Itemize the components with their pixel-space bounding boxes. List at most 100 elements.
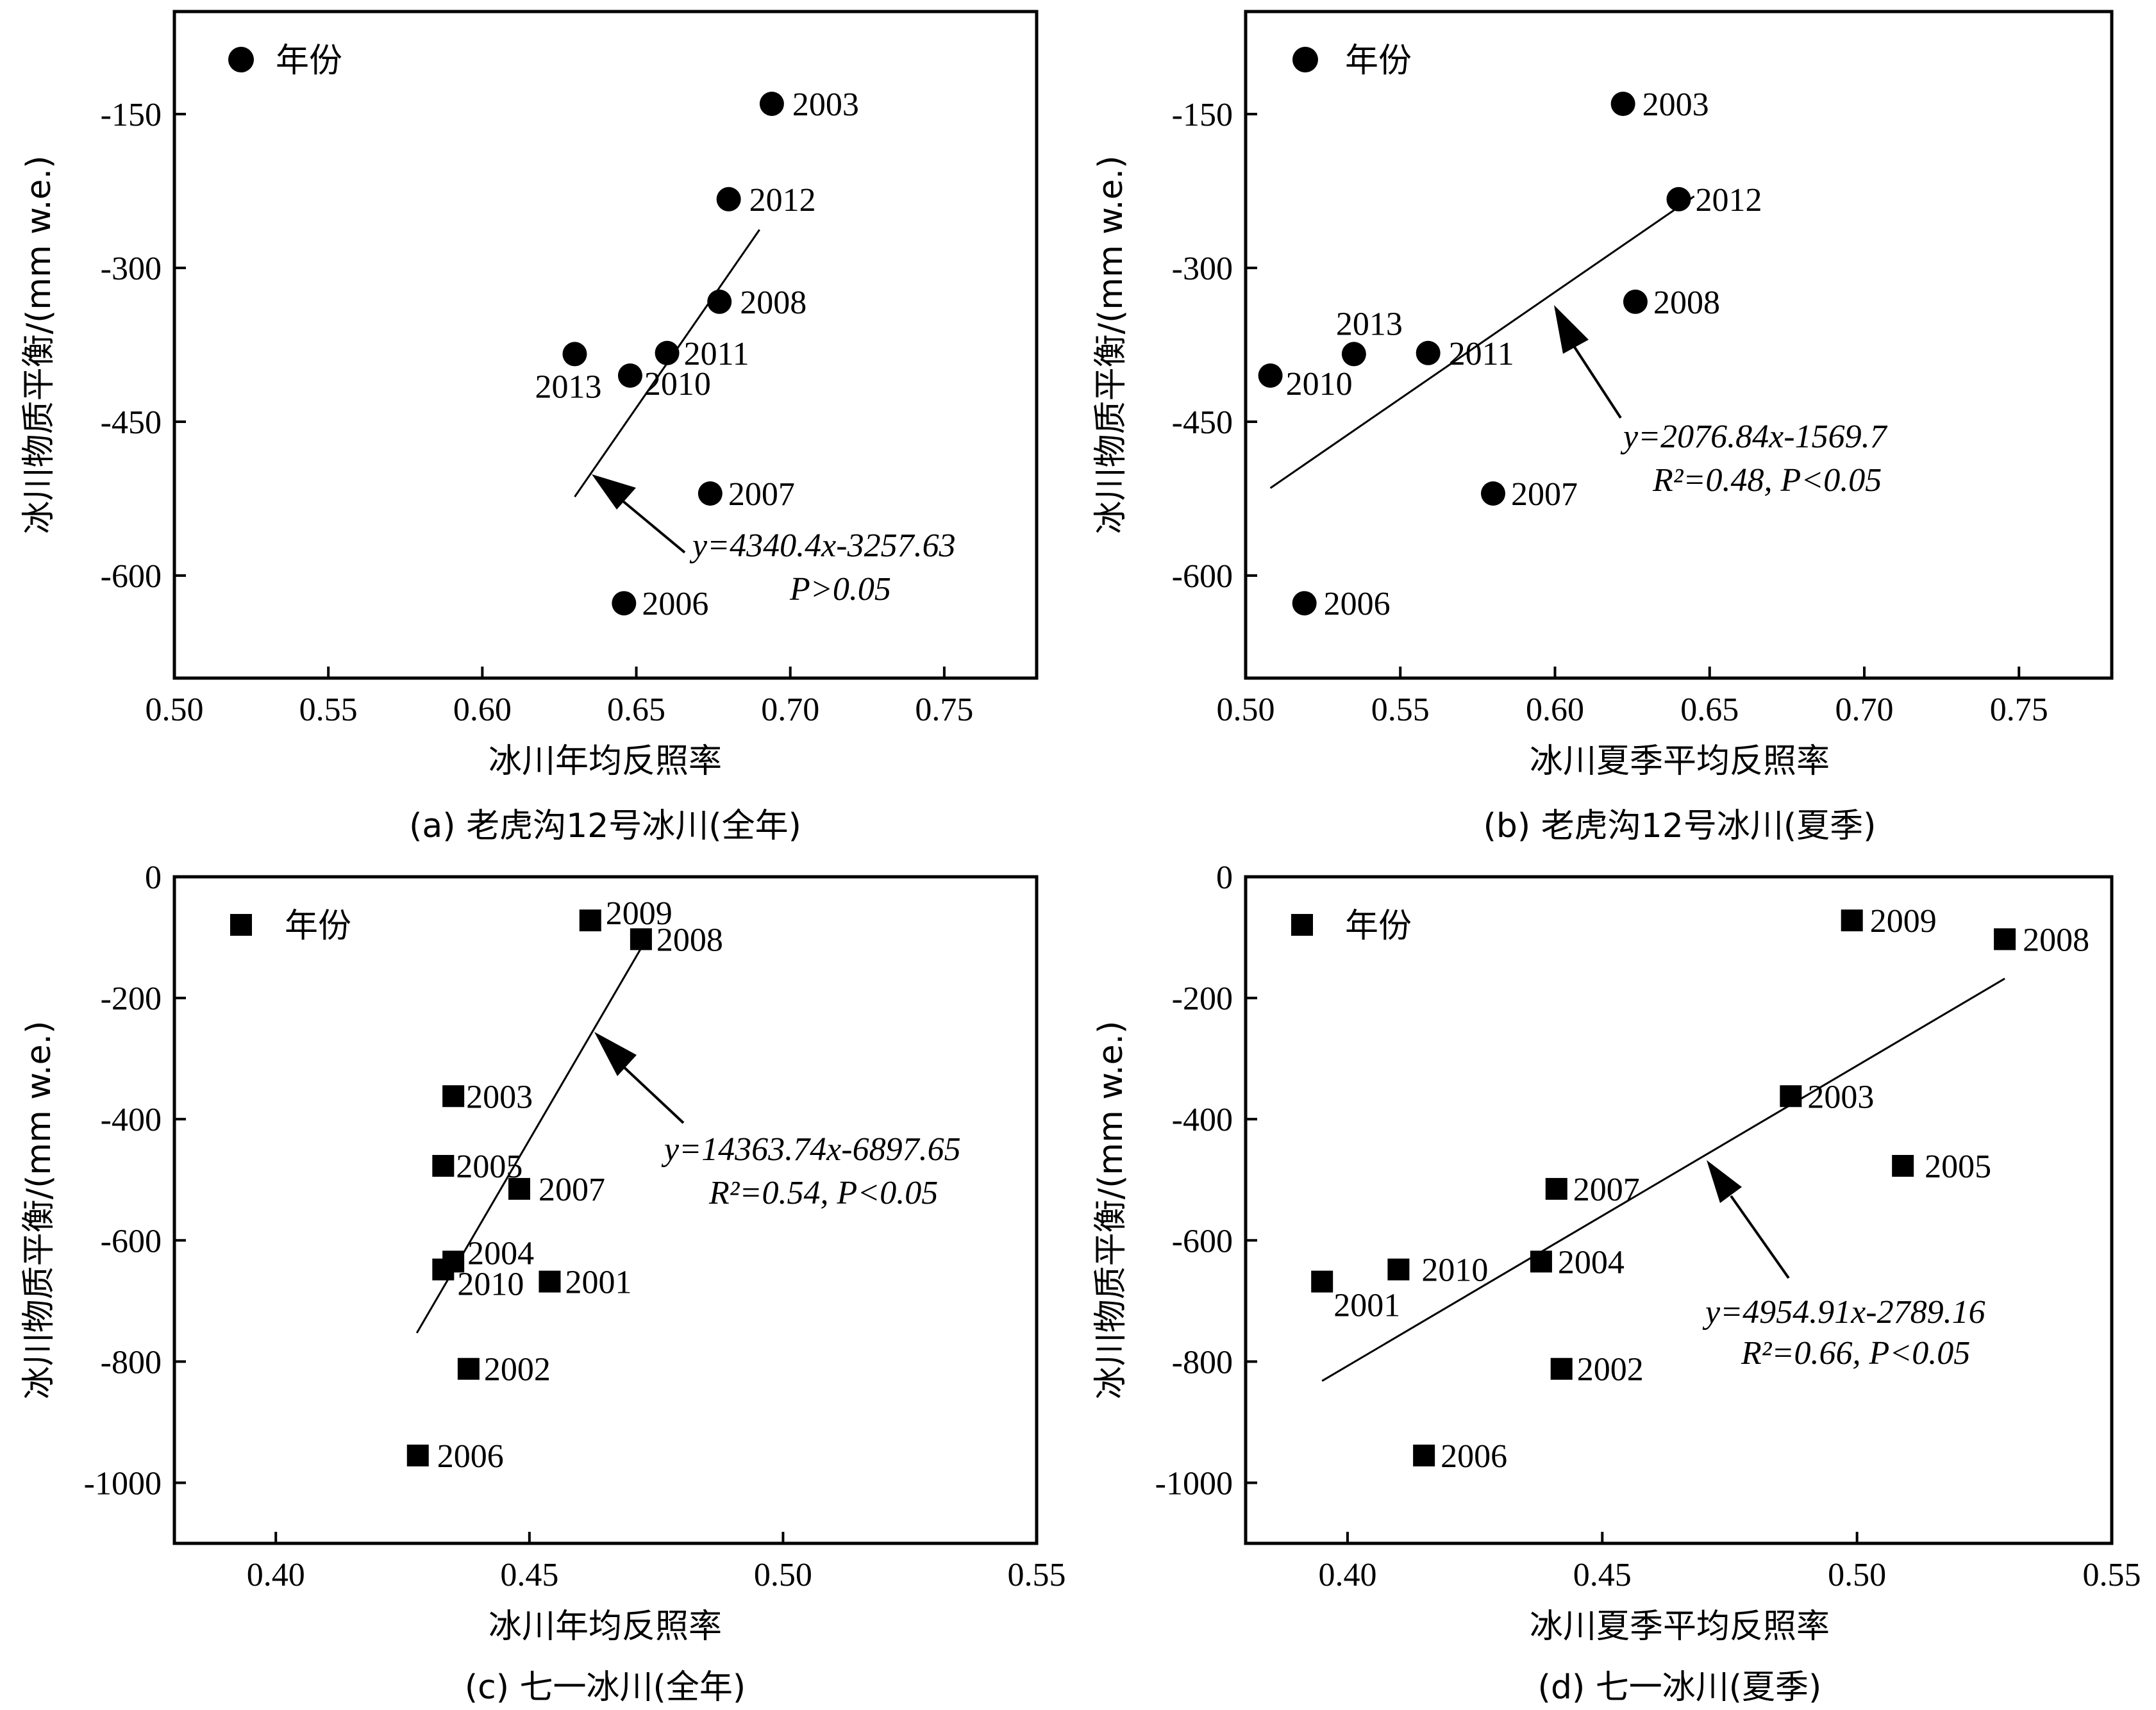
fit-line-layer (1321, 977, 2005, 1382)
point-label-2011: 2011 (1449, 336, 1514, 372)
point-2008 (707, 289, 732, 314)
plot-frame (172, 875, 1039, 1545)
fit-annotation: y=4340.4x-3257.63 P>0.05 (592, 474, 956, 608)
fit-stats: P>0.05 (789, 571, 891, 608)
point-2006 (612, 591, 637, 616)
fit-annotation: y=4954.91x-2789.16 R²=0.66, P<0.05 (1702, 1160, 1985, 1372)
point-2008 (630, 928, 652, 950)
point-label-2002: 2002 (484, 1352, 551, 1388)
y-axis: -150 -300 -450 -600 (1172, 97, 1257, 595)
point-2003 (1610, 92, 1635, 116)
point-2010 (617, 363, 642, 388)
panel-c: 0.40 0.45 0.50 0.55 0-200-400-600-800-1000 … (20, 859, 1066, 1707)
point-2007 (1545, 1177, 1567, 1200)
point-2011 (1416, 340, 1441, 365)
y-axis-title: 冰川物质平衡/(mm w.e.) (20, 156, 58, 535)
panel-caption: (c) 七一冰川(全年) (465, 1668, 746, 1707)
x-axis: 0.50 0.55 0.60 0.65 0.70 0.75 (1217, 667, 2048, 728)
point-2012 (1666, 187, 1691, 212)
legend: 年份 (1292, 42, 1412, 80)
x-tick-label: 0.40 (247, 1557, 305, 1593)
point-label-2008: 2008 (740, 285, 806, 321)
panel-b: 0.50 0.55 0.60 0.65 0.70 0.75 -150 -300 -450 -60… (1092, 10, 2114, 845)
y-tick-label: 0 (145, 859, 162, 896)
fit-line (1321, 977, 2005, 1382)
legend-circle-marker (228, 47, 254, 72)
point-2001 (1311, 1270, 1333, 1293)
panel-caption: (a) 老虎沟12号冰川(全年) (409, 807, 801, 845)
panel-d: 0.40 0.45 0.50 0.55 0-200-400-600-800-1000 … (1092, 859, 2141, 1707)
point-label-2007: 2007 (728, 476, 795, 513)
point-2002 (1550, 1357, 1573, 1380)
point-label-2004: 2004 (1558, 1244, 1625, 1281)
fit-line-layer (1269, 195, 1695, 489)
y-tick-label: -1000 (1155, 1465, 1233, 1502)
point-label-2006: 2006 (1441, 1438, 1507, 1475)
plot-frame (1244, 10, 2114, 680)
y-tick-label: 0 (1216, 859, 1233, 896)
x-tick-label: 0.70 (1835, 692, 1894, 728)
point-label-2003: 2003 (792, 87, 859, 123)
point-2005 (1892, 1154, 1914, 1177)
legend-label: 年份 (1345, 42, 1412, 80)
y-tick-label: -150 (1172, 97, 1233, 133)
point-2007 (508, 1177, 530, 1200)
x-tick-label: 0.50 (1828, 1557, 1886, 1593)
legend: 年份 (228, 42, 342, 80)
point-label-2009: 2009 (606, 895, 673, 932)
x-tick-label: 0.65 (607, 692, 665, 728)
point-label-2007: 2007 (1573, 1172, 1640, 1208)
y-tick-label: -600 (101, 1223, 162, 1259)
fit-equation: y=4340.4x-3257.63 (689, 527, 956, 564)
annotation-arrowhead (592, 474, 636, 510)
fit-equation: y=2076.84x-1569.7 (1620, 419, 1888, 455)
y-axis: 0 -200 -400 -600 -800 -1000 (1155, 859, 1257, 1502)
x-axis-title: 冰川夏季平均反照率 (1530, 742, 1830, 781)
y-tick-label: -200 (101, 981, 162, 1017)
y-axis: 0 -200 -400 -600 -800 -1000 (84, 859, 186, 1502)
fit-stats: R²=0.66, P<0.05 (1741, 1335, 1970, 1372)
legend-label: 年份 (1345, 907, 1412, 945)
plot-frame (1244, 875, 2114, 1545)
y-tick-label: -400 (101, 1102, 162, 1138)
point-2006 (1292, 591, 1317, 616)
point-label-2002: 2002 (1577, 1352, 1644, 1388)
plot-frame (172, 10, 1039, 680)
x-tick-label: 0.50 (146, 692, 204, 728)
y-tick-label: -400 (1172, 1102, 1233, 1138)
y-tick-label: -450 (101, 404, 162, 441)
x-tick-label: 0.60 (1526, 692, 1584, 728)
panel-caption: (d) 七一冰川(夏季) (1538, 1668, 1822, 1707)
x-tick-label: 0.75 (915, 692, 973, 728)
point-2007 (1481, 481, 1505, 506)
x-tick-label: 0.75 (1990, 692, 2048, 728)
point-label-2006: 2006 (642, 586, 708, 622)
y-tick-label: -600 (101, 558, 162, 595)
fit-line (1269, 195, 1695, 489)
point-2013 (1341, 342, 1366, 367)
annotation-arrow-shaft (1571, 343, 1622, 419)
legend-label: 年份 (285, 907, 351, 945)
point-label-2006: 2006 (1324, 586, 1391, 622)
fit-stats: R²=0.54, P<0.05 (708, 1175, 938, 1211)
point-2003 (442, 1085, 465, 1108)
x-axis: 0.50 0.55 0.60 0.65 0.70 0.75 (146, 667, 973, 728)
fit-annotation: y=2076.84x-1569.7 R²=0.48, P<0.05 (1554, 305, 1888, 499)
x-tick-label: 0.60 (453, 692, 512, 728)
point-label-2007: 2007 (1511, 476, 1578, 513)
y-tick-label: -600 (1172, 558, 1233, 595)
point-2009 (1841, 909, 1863, 932)
y-axis-title: 冰川物质平衡/(mm w.e.) (1092, 1021, 1130, 1400)
point-label-2009: 2009 (1870, 903, 1937, 940)
point-label-2012: 2012 (749, 182, 816, 219)
x-axis-title: 冰川夏季平均反照率 (1530, 1607, 1830, 1646)
y-axis: -150 -300 -450 -600 (101, 97, 186, 595)
point-2009 (579, 909, 601, 932)
y-tick-label: -200 (1172, 981, 1233, 1017)
x-tick-label: 0.55 (2083, 1557, 2141, 1593)
y-tick-label: -800 (1172, 1344, 1233, 1381)
fit-equation: y=4954.91x-2789.16 (1702, 1294, 1985, 1331)
points-layer: 2003 2012 2008 2013 2011 2010 2007 2006 (1258, 87, 1762, 622)
